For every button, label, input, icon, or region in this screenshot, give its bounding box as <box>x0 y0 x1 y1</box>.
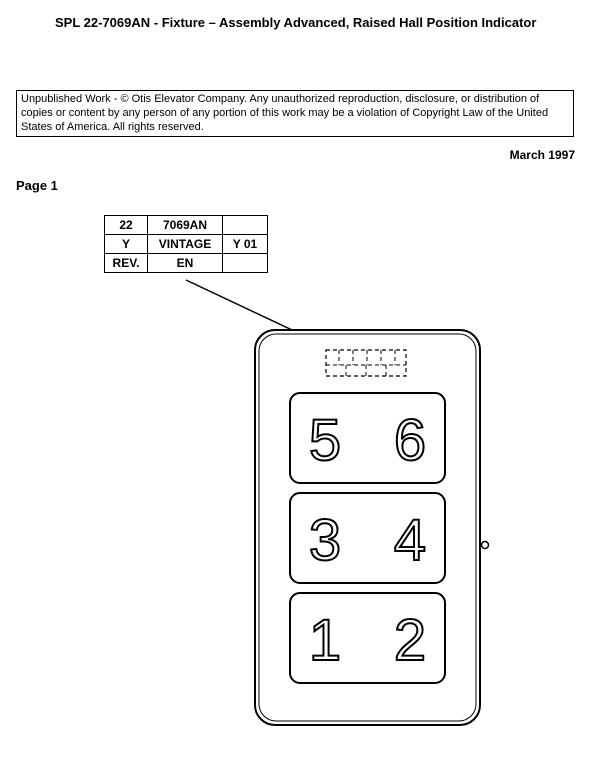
button-digit: 1 <box>309 608 341 673</box>
button-digit: 4 <box>394 508 426 573</box>
side-hole-icon <box>482 542 489 549</box>
button-digit: 3 <box>309 508 341 573</box>
fixture-diagram: 5 6 3 4 1 2 <box>0 0 595 767</box>
button-digit: 5 <box>309 408 341 473</box>
button-digit: 2 <box>394 608 426 673</box>
button-digit: 6 <box>394 408 426 473</box>
